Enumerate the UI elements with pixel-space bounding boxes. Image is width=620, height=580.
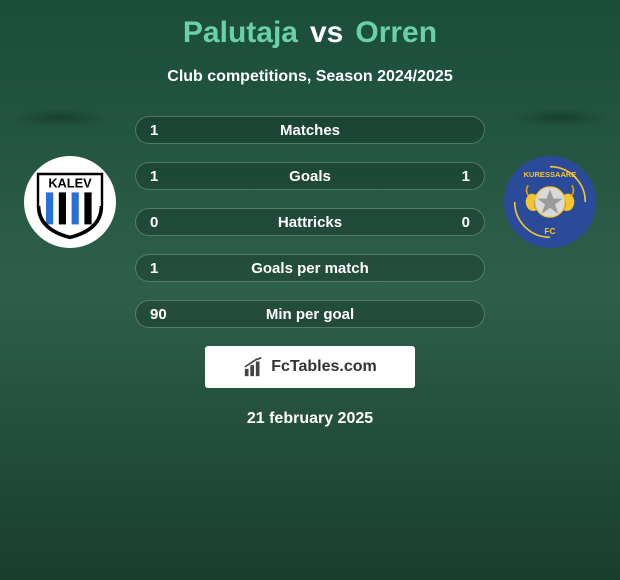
stats-area: KALEV KURESSAARE FC 1 Matches [0, 116, 620, 428]
date-text: 21 february 2025 [0, 410, 620, 428]
title-row: Palutaja vs Orren [183, 16, 437, 50]
stat-label: Goals per match [251, 260, 369, 277]
player1-name: Palutaja [183, 16, 298, 50]
brand-watermark: FcTables.com [205, 346, 415, 388]
club-badge-left: KALEV [24, 156, 116, 248]
vs-text: vs [310, 16, 343, 50]
bar-chart-icon [243, 356, 265, 378]
subtitle: Club competitions, Season 2024/2025 [167, 68, 452, 86]
stat-left-value: 0 [150, 214, 180, 231]
shadow-left [10, 108, 110, 128]
stat-label: Goals [289, 168, 331, 185]
svg-text:KALEV: KALEV [48, 176, 92, 191]
club-badge-right: KURESSAARE FC [504, 156, 596, 248]
shadow-right [510, 108, 610, 128]
stat-row-min-per-goal: 90 Min per goal [135, 300, 485, 328]
stat-right-value: 0 [440, 214, 470, 231]
stat-right-value: 1 [440, 168, 470, 185]
kuressaare-crest-icon: KURESSAARE FC [508, 160, 592, 244]
comparison-card: Palutaja vs Orren Club competitions, Sea… [0, 0, 620, 438]
kalev-crest-icon: KALEV [30, 162, 110, 242]
brand-text: FcTables.com [271, 358, 377, 376]
svg-text:KURESSAARE: KURESSAARE [524, 170, 577, 179]
stat-row-matches: 1 Matches [135, 116, 485, 144]
stat-label: Min per goal [266, 306, 354, 323]
stat-left-value: 1 [150, 260, 180, 277]
svg-text:FC: FC [544, 226, 555, 236]
stat-left-value: 1 [150, 168, 180, 185]
stat-row-goals-per-match: 1 Goals per match [135, 254, 485, 282]
stat-label: Hattricks [278, 214, 342, 231]
stat-left-value: 90 [150, 306, 180, 323]
stat-row-goals: 1 Goals 1 [135, 162, 485, 190]
stat-row-hattricks: 0 Hattricks 0 [135, 208, 485, 236]
stat-label: Matches [280, 122, 340, 139]
player2-name: Orren [355, 16, 437, 50]
stat-left-value: 1 [150, 122, 180, 139]
